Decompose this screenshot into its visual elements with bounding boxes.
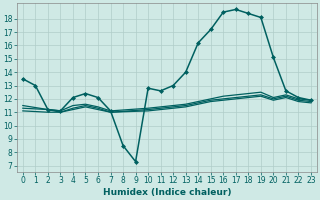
X-axis label: Humidex (Indice chaleur): Humidex (Indice chaleur) (103, 188, 231, 197)
